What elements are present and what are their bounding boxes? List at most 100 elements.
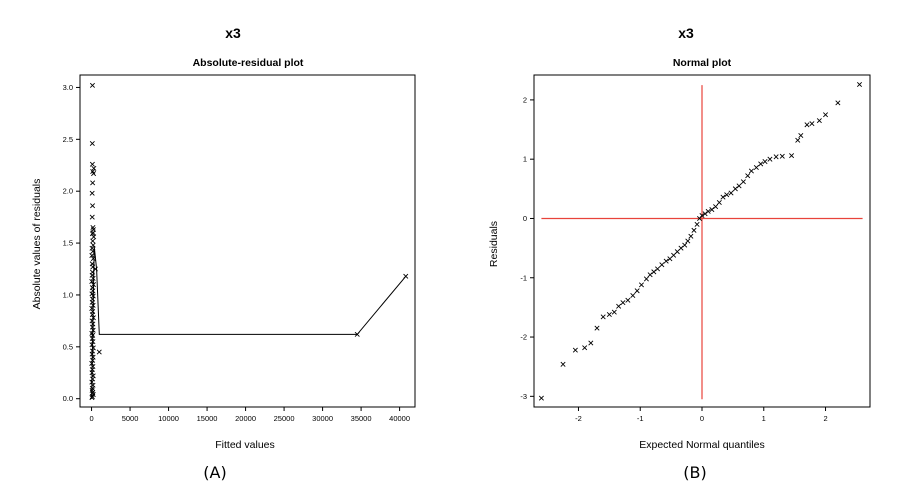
chart-a-point [90,242,96,248]
chart-a-point [89,214,95,220]
chart-b-point [691,227,697,233]
chart-a-point [89,161,95,167]
chart-b-point [767,156,773,162]
chart-b-point [616,303,622,309]
chart-b-point [753,164,759,171]
chart-b-point [702,211,708,217]
chart-a-point [354,331,360,337]
chart-b-point [804,122,810,128]
chart-a-point [89,82,95,88]
chart-b-plot-area: -2 -1 0 1 2 -3 -2 -1 0 1 2 [520,81,863,423]
chart-b-point [625,297,631,303]
chart-a-point [89,360,95,366]
chart-b-ylabel: Residuals [488,221,500,267]
chart-b-subtitle: Normal plot [673,57,732,69]
chart-a-title: x3 [225,25,241,41]
chart-a-xtick-label: 10000 [158,414,179,423]
chart-b-point [663,258,669,264]
chart-a-ytick-label: 3.0 [63,83,73,92]
chart-b-point [856,81,863,88]
chart-a-point [90,339,96,345]
chart-b-point [582,345,588,351]
chart-b-point [724,192,730,198]
chart-a-fit-line [91,246,407,399]
chart-b-xtick-label: 2 [823,414,827,423]
chart-b-point [779,153,785,159]
chart-b-point [835,100,841,106]
chart-a-subtitle: Absolute-residual plot [193,57,304,69]
chart-b-point [606,311,612,318]
chart-b-point [789,153,795,159]
chart-b-point [659,262,665,268]
chart-a-point [90,376,96,382]
chart-b-xtick-label: -2 [575,414,582,423]
chart-a-point [89,370,95,376]
chart-a-ytick-label: 2.5 [63,135,73,144]
chart-a-xtick-label: 30000 [312,414,333,423]
chart-a-point [90,238,96,244]
chart-a-xtick-label: 15000 [197,414,218,423]
chart-b-ytick-label: 0 [523,214,527,223]
chart-a-point [89,305,95,311]
chart-a-ylabel: Absolute values of residuals [31,179,43,310]
chart-b-point [620,300,626,306]
chart-b-point [709,207,715,213]
chart-b-point [740,179,746,185]
chart-b-point [634,288,640,294]
chart-b-point [643,276,649,282]
chart-a-ytick-label: 0.5 [63,342,73,351]
chart-b-point [713,204,719,210]
chart-b-point [758,161,764,167]
chart-b-ytick-label: 2 [523,95,527,104]
chart-a-point [91,171,97,177]
chart-a-xtick-label: 20000 [235,414,256,423]
chart-b-point [823,112,829,118]
chart-b-point [716,199,722,205]
chart-b-point [678,245,684,251]
chart-b-point [748,168,754,174]
chart-a-point [96,349,102,355]
chart-b-point [538,395,544,401]
chart-a-point [90,357,96,363]
chart-b-xtick-label: 1 [762,414,766,423]
chart-a-point [89,245,95,251]
chart-a-xtick-label: 40000 [389,414,410,423]
chart-b-point [773,154,779,160]
chart-a-ytick-label: 2.0 [63,187,73,196]
chart-a-point [91,234,97,240]
chart-a-xtick-label: 35000 [351,414,372,423]
chart-b-point [762,159,768,165]
chart-a-point [89,272,95,278]
chart-a-point [90,275,96,281]
chart-b-point [732,186,738,192]
chart-b-ytick-label: 1 [523,155,527,164]
chart-b-point [745,173,751,179]
panel-label-b: (B) [683,463,706,482]
chart-b-point [720,194,726,200]
chart-b-point [647,272,653,278]
chart-a-point [89,190,95,196]
chart-b-point [728,190,734,196]
chart-a-point [91,165,97,171]
chart-b-ytick-label: -1 [520,273,527,282]
chart-a-point [90,282,96,288]
chart-b-point [685,238,691,244]
chart-b-point [688,233,694,239]
chart-a-xlabel: Fitted values [215,439,275,451]
chart-b-point [809,121,815,127]
chart-b-xlabel: Expected Normal quantiles [639,439,764,451]
chart-a-xtick-label: 5000 [122,414,139,423]
chart-b-point [795,137,801,143]
chart-b-point [694,221,700,227]
chart-b-point [588,340,594,346]
chart-b-point [682,242,688,248]
chart-b-point [600,314,606,320]
chart-a-point [89,342,95,348]
chart-b-point [736,183,742,189]
chart-a-point [89,351,95,357]
chart-a-xtick-label: 0 [89,414,93,423]
chart-a-point [90,248,96,254]
chart-a-point [89,312,95,318]
chart-a-point [90,327,96,333]
chart-a-ytick-label: 1.5 [63,239,73,248]
